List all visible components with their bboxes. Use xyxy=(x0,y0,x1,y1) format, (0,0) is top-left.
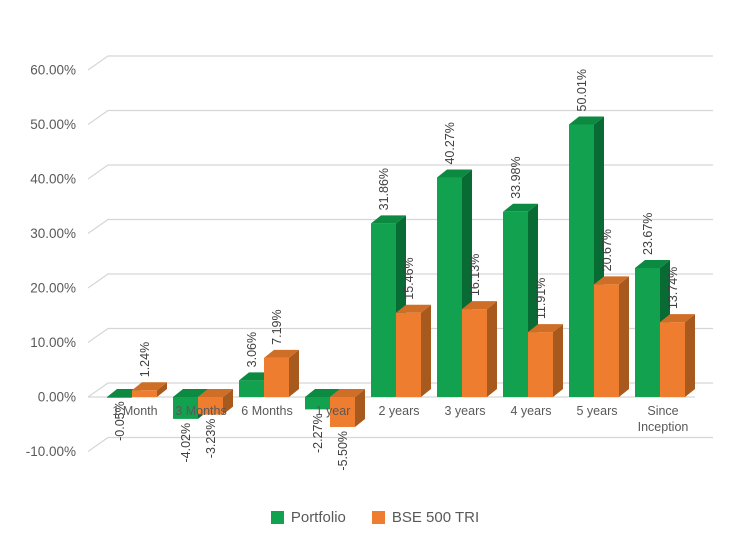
x-axis-category-label-5-years: 5 years xyxy=(577,404,618,418)
bar-portfolio-2-years-top-face xyxy=(371,215,406,224)
legend-label-portfolio: Portfolio xyxy=(290,509,346,526)
bar-bse-500-tri-1-month-side-face xyxy=(157,382,167,397)
gridline xyxy=(87,55,713,71)
bar-value-label-bse-500-tri-1-month: 1.24% xyxy=(138,342,152,377)
bar-bse-500-tri-4-years-side-face xyxy=(553,324,563,397)
bar-bse-500-tri-5-years-top-face xyxy=(594,276,629,285)
portfolio-swatch-icon xyxy=(270,511,284,524)
x-axis-category-label-3-months: 3 Months xyxy=(175,404,226,418)
bar-value-label-portfolio-1-month: -0.05% xyxy=(113,401,127,441)
gridline xyxy=(87,436,713,452)
bar-bse-500-tri-6-months xyxy=(264,357,289,397)
bar-value-label-bse-500-tri-3-months: -3.23% xyxy=(204,419,218,459)
x-axis-category-label-4-years: 4 years xyxy=(511,404,552,418)
bar-bse-500-tri-6-months-top-face xyxy=(264,349,299,358)
bar-bse-500-tri-1-year xyxy=(330,397,355,427)
bar-bse-500-tri-2-years-side-face xyxy=(421,304,431,397)
bar-value-label-bse-500-tri-1-year: -5.50% xyxy=(336,431,350,471)
bar-portfolio-2-years xyxy=(371,223,396,397)
bar-bse-500-tri-3-months-side-face xyxy=(223,389,233,415)
bar-portfolio-since-inception xyxy=(635,267,660,397)
bar-portfolio-3-years-top-face xyxy=(437,169,472,178)
y-axis-tick-label: 60.00% xyxy=(30,63,76,78)
bar-bse-500-tri-4-years xyxy=(528,332,553,397)
legend-label-bse-500-tri: BSE 500 TRI xyxy=(391,509,480,526)
bar-portfolio-4-years xyxy=(503,211,528,397)
bar-portfolio-3-years xyxy=(437,177,462,397)
bar-bse-500-tri-1-month xyxy=(132,390,157,397)
y-axis-tick-label: 0.00% xyxy=(38,390,76,405)
bar-portfolio-1-year xyxy=(305,397,330,410)
bar-bse-500-tri-since-inception-side-face xyxy=(685,314,695,397)
bar-portfolio-3-months-top-face xyxy=(173,389,208,397)
bar-bse-500-tri-since-inception-top-face xyxy=(660,314,695,323)
bar-value-label-portfolio-5-years: 50.01% xyxy=(575,69,589,111)
bar-bse-500-tri-6-months-side-face xyxy=(289,349,299,397)
bar-value-label-bse-500-tri-2-years: 15.46% xyxy=(402,257,416,299)
bar-portfolio-3-months xyxy=(173,397,198,419)
bar-value-label-bse-500-tri-since-inception: 13.74% xyxy=(666,267,680,309)
x-axis-category-label-3-years: 3 years xyxy=(445,404,486,418)
gridline xyxy=(87,109,713,125)
bar-value-label-portfolio-3-years: 40.27% xyxy=(443,122,457,164)
bar-bse-500-tri-3-years-top-face xyxy=(462,301,497,310)
bar-value-label-portfolio-1-year: -2.27% xyxy=(311,413,325,453)
bar-portfolio-5-years-top-face xyxy=(569,116,604,125)
bar-bse-500-tri-2-years-top-face xyxy=(396,304,431,313)
bar-value-label-bse-500-tri-4-years: 11.91% xyxy=(534,278,548,319)
chart-legend: Portfolio BSE 500 TRI xyxy=(0,509,750,526)
y-axis-tick-label: 20.00% xyxy=(30,281,76,296)
bar-value-label-portfolio-6-months: 3.06% xyxy=(245,332,259,367)
bar-bse-500-tri-1-year-side-face xyxy=(355,389,365,427)
bar-portfolio-since-inception-top-face xyxy=(635,259,670,268)
bar-portfolio-4-years-top-face xyxy=(503,203,538,212)
bar-portfolio-1-year-top-face xyxy=(305,389,340,397)
bar-bse-500-tri-3-months-top-face xyxy=(198,389,233,397)
y-axis-tick-label: 40.00% xyxy=(30,172,76,187)
bar-value-label-bse-500-tri-3-years: 16.13% xyxy=(468,254,482,296)
bar-bse-500-tri-4-years-top-face xyxy=(528,324,563,333)
bar-bse-500-tri-3-years xyxy=(462,309,487,397)
y-axis-tick-label: -10.00% xyxy=(26,444,76,459)
x-axis-category-label-2-years: 2 years xyxy=(379,404,420,418)
legend-item-bse-500-tri: BSE 500 TRI xyxy=(371,509,480,526)
bar-bse-500-tri-5-years xyxy=(594,284,619,397)
bar-portfolio-6-months xyxy=(239,380,264,397)
bar-value-label-portfolio-2-years: 31.86% xyxy=(377,168,391,210)
bar-bse-500-tri-1-month-top-face xyxy=(132,382,167,391)
bar-value-label-portfolio-3-months: -4.02% xyxy=(179,423,193,463)
gridline xyxy=(87,164,713,180)
bar-value-label-bse-500-tri-5-years: 20.67% xyxy=(600,229,614,271)
legend-item-portfolio: Portfolio xyxy=(270,509,346,526)
x-axis-category-label-1-month: 1 Month xyxy=(112,404,157,418)
bar-value-label-portfolio-since-inception: 23.67% xyxy=(641,213,655,255)
bar-bse-500-tri-since-inception xyxy=(660,322,685,397)
bar-bse-500-tri-3-years-side-face xyxy=(487,301,497,397)
bar-portfolio-5-years xyxy=(569,124,594,398)
x-axis-category-label-since-inception: Since Inception xyxy=(638,404,689,434)
x-axis-category-label-6-months: 6 Months xyxy=(241,404,292,418)
bar-bse-500-tri-2-years xyxy=(396,312,421,397)
bar-value-label-bse-500-tri-6-months: 7.19% xyxy=(270,309,284,344)
bar-bse-500-tri-1-year-top-face xyxy=(330,389,365,397)
bar-bse-500-tri-3-months xyxy=(198,397,223,415)
y-axis-tick-label: 50.00% xyxy=(30,117,76,132)
x-axis-category-label-1-year: 1 year xyxy=(316,404,351,418)
bar-bse-500-tri-5-years-side-face xyxy=(619,276,629,397)
y-axis-tick-label: 10.00% xyxy=(30,335,76,350)
bar-value-label-portfolio-4-years: 33.98% xyxy=(509,156,523,198)
bar-portfolio-1-month xyxy=(107,397,132,398)
y-axis-tick-label: 30.00% xyxy=(30,226,76,241)
bse-500-tri-swatch-icon xyxy=(371,511,385,524)
